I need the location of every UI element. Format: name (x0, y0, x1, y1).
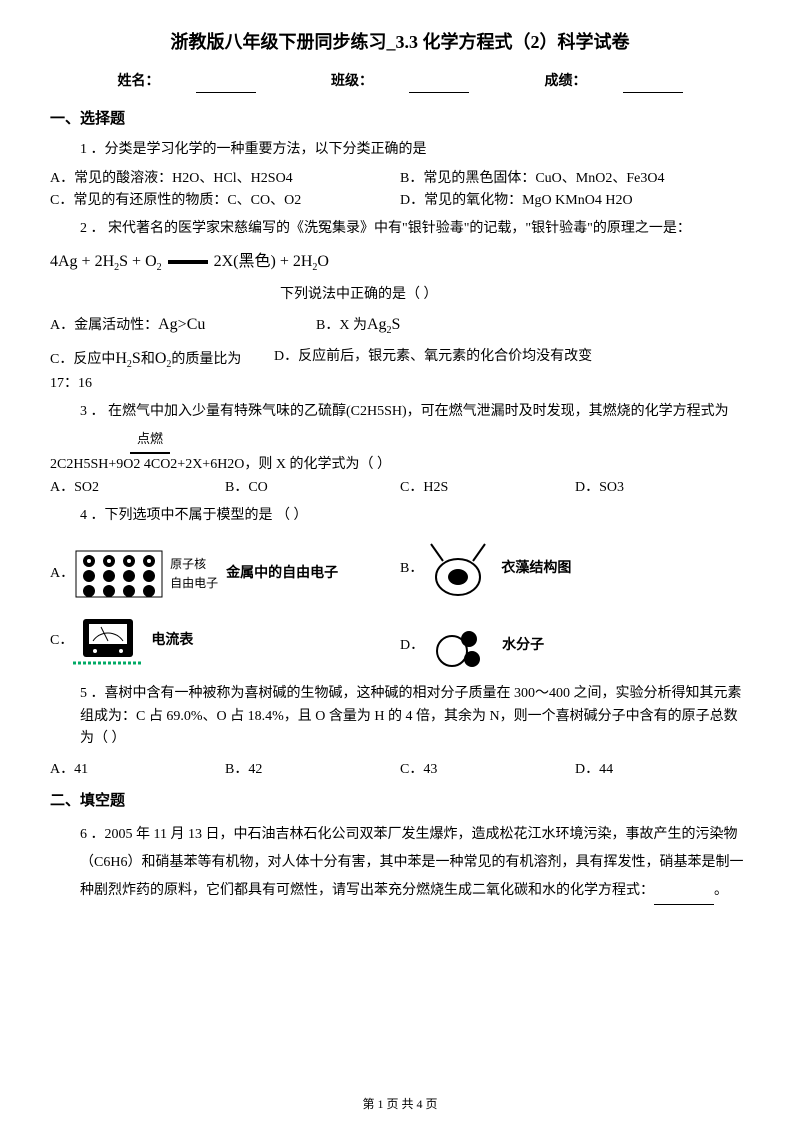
q4-row-2: C． 电流表 D． 水分子 (50, 611, 750, 671)
class-blank[interactable] (409, 79, 469, 93)
section-1-title: 一、选择题 (50, 107, 750, 131)
q5-opt-d: D．44 (575, 759, 750, 781)
q2-mid: 下列说法中正确的是（ ） (280, 284, 750, 306)
q4-text: 4 ．下列选项中不属于模型的是 （ ） (80, 505, 750, 527)
water-molecule-icon (424, 621, 494, 671)
q1-options: A．常见的酸溶液：H2O、HCl、H2SO4 B．常见的黑色固体：CuO、MnO… (50, 168, 750, 213)
q1-opt-d: D．常见的氧化物：MgO KMnO4 H2O (400, 190, 750, 212)
q2-opt-c: C．反应中H2S和O2的质量比为 (50, 346, 274, 373)
q3-opt-d: D．SO3 (575, 477, 750, 499)
q2-equation: 4Ag + 2H2S + O2 2X(黑色) + 2H2O (50, 249, 750, 276)
q4-item-b: B． 衣藻结构图 (400, 539, 750, 599)
q2-opt-d: D．反应前后，银元素、氧元素的化合价均没有改变 (274, 346, 592, 373)
name-blank[interactable] (196, 79, 256, 93)
name-label: 姓名： (118, 74, 160, 89)
q3-intro: 3 ． 在燃气中加入少量有特殊气味的乙硫醇(C2H5SH)，可在燃气泄漏时及时发… (80, 401, 750, 423)
q6-blank[interactable] (654, 891, 714, 905)
q5-options: A．41 B．42 C．43 D．44 (50, 759, 750, 781)
q2-opts-ab: A．金属活动性：Ag>Cu B．X 为Ag2S (50, 312, 750, 339)
q5-opt-b: B．42 (225, 759, 400, 781)
q2-opt-b: B．X 为Ag2S (316, 312, 526, 339)
algae-icon (423, 539, 493, 599)
q4-item-d: D． 水分子 (400, 621, 750, 671)
q3-opt-b: B．CO (225, 477, 400, 499)
q2-opts-cd: C．反应中H2S和O2的质量比为 D．反应前后，银元素、氧元素的化合价均没有改变 (50, 346, 750, 373)
q5-opt-c: C．43 (400, 759, 575, 781)
score-blank[interactable] (623, 79, 683, 93)
q3-options: A．SO2 B．CO C．H2S D．SO3 (50, 477, 750, 499)
page-footer: 第 1 页 共 4 页 (50, 1095, 750, 1114)
q1-opt-a: A．常见的酸溶液：H2O、HCl、H2SO4 (50, 168, 400, 190)
score-label: 成绩： (545, 74, 587, 89)
q4-row-1: A． 原子核自由电子 金属中的自由电子 B． 衣藻结构图 (50, 539, 750, 599)
q6-text: 6 ．2005 年 11 月 13 日，中石油吉林石化公司双苯厂发生爆炸，造成松… (80, 821, 750, 905)
q3-opt-a: A．SO2 (50, 477, 225, 499)
student-info-row: 姓名： 班级： 成绩： (50, 71, 750, 93)
q2-opt-a: A．金属活动性：Ag>Cu (50, 312, 316, 339)
ammeter-icon (73, 611, 143, 671)
q2-c-val: 17：16 (50, 373, 750, 395)
q3-ignite: 点燃 (130, 429, 750, 454)
q3-opt-c: C．H2S (400, 477, 575, 499)
section-2-title: 二、填空题 (50, 789, 750, 813)
q1-opt-b: B．常见的黑色固体：CuO、MnO2、Fe3O4 (400, 168, 750, 190)
page-title: 浙教版八年级下册同步练习_3.3 化学方程式（2）科学试卷 (50, 28, 750, 57)
q5-opt-a: A．41 (50, 759, 225, 781)
q3-eq: 2C2H5SH+9O2 4CO2+2X+6H2O，则 X 的化学式为（ ） (50, 454, 750, 476)
class-label: 班级： (331, 74, 373, 89)
q2-intro: 2 ． 宋代著名的医学家宋慈编写的《洗冤集录》中有"银针验毒"的记载，"银针验毒… (80, 218, 750, 240)
q1-opt-c: C．常见的有还原性的物质：C、CO、O2 (50, 190, 400, 212)
q1-text: 1 ．分类是学习化学的一种重要方法，以下分类正确的是 (80, 139, 750, 161)
metal-electron-icon (74, 549, 164, 599)
q4-item-c: C． 电流表 (50, 611, 400, 671)
q4-item-a: A． 原子核自由电子 金属中的自由电子 (50, 549, 400, 599)
q5-text: 5 ．喜树中含有一种被称为喜树碱的生物碱，这种碱的相对分子质量在 300～400… (80, 683, 750, 750)
